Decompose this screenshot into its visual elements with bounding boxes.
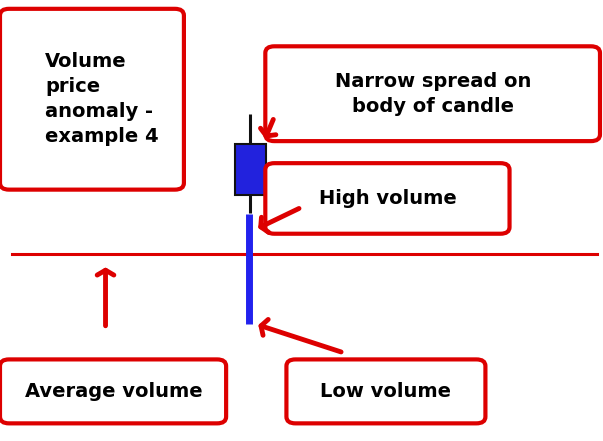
FancyBboxPatch shape (0, 359, 226, 423)
FancyBboxPatch shape (265, 163, 510, 234)
FancyBboxPatch shape (265, 46, 600, 141)
Text: Average volume: Average volume (25, 381, 202, 401)
Text: Low volume: Low volume (320, 381, 452, 401)
FancyBboxPatch shape (0, 9, 184, 190)
Text: High volume: High volume (319, 189, 456, 208)
Bar (235, 145, 266, 195)
FancyBboxPatch shape (286, 359, 485, 423)
Text: Narrow spread on
body of candle: Narrow spread on body of candle (335, 72, 531, 116)
Text: Volume
price
anomaly -
example 4: Volume price anomaly - example 4 (45, 52, 159, 146)
